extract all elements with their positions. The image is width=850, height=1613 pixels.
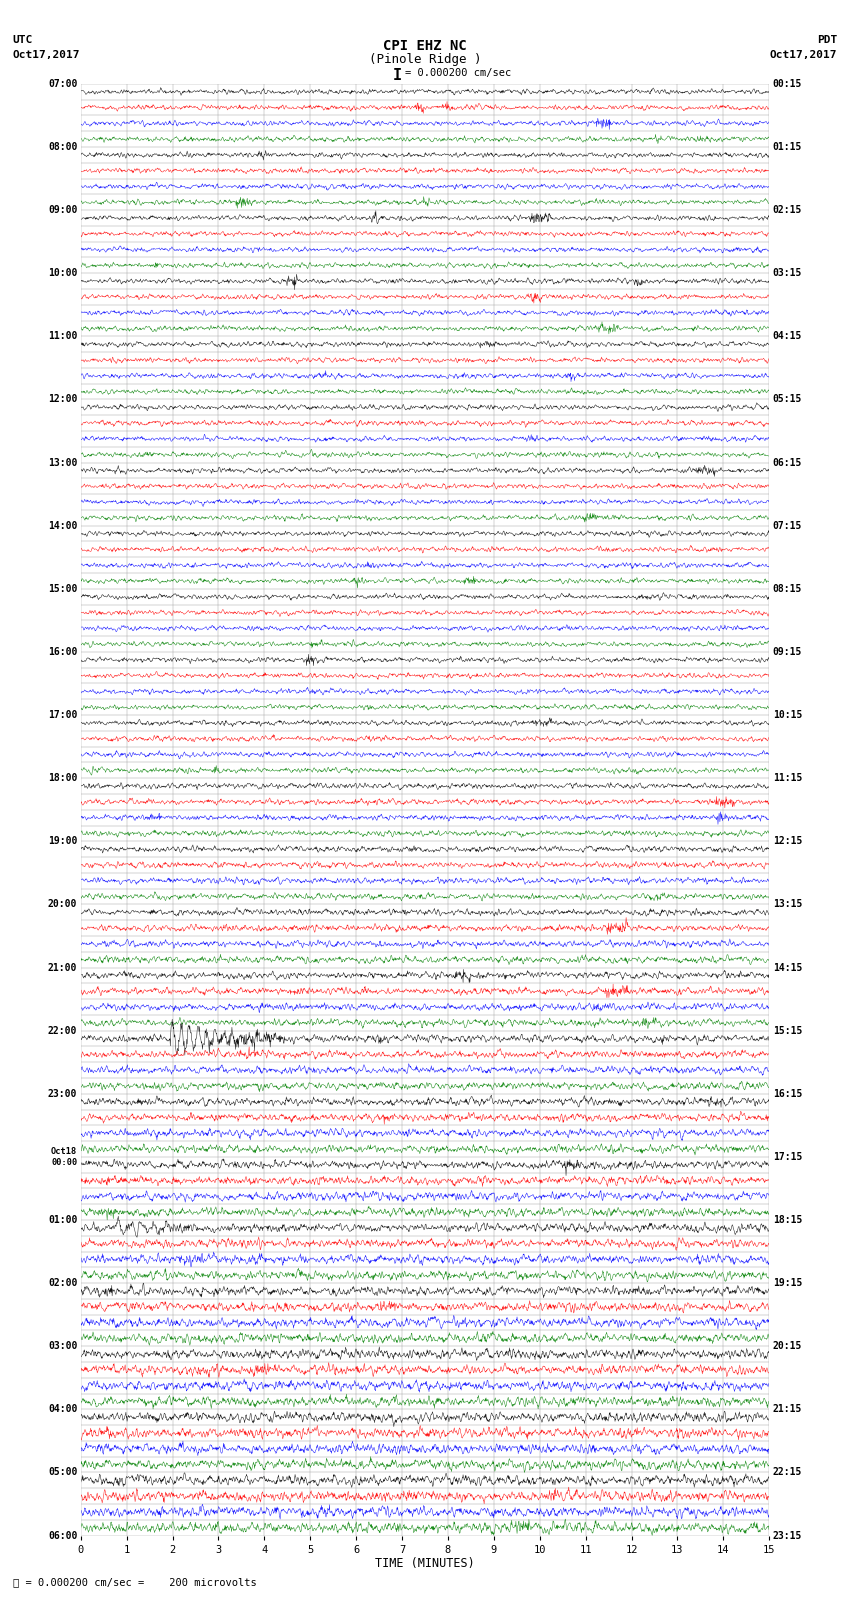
Text: 01:15: 01:15 [773, 142, 802, 152]
Text: 03:15: 03:15 [773, 268, 802, 277]
Text: 22:00: 22:00 [48, 1026, 77, 1036]
Text: I: I [394, 68, 402, 82]
Text: 04:00: 04:00 [48, 1405, 77, 1415]
Text: 11:15: 11:15 [773, 773, 802, 784]
Text: 12:15: 12:15 [773, 836, 802, 847]
Text: PDT: PDT [817, 35, 837, 45]
Text: 13:00: 13:00 [48, 458, 77, 468]
Text: 21:00: 21:00 [48, 963, 77, 973]
Text: Oct18
00:00: Oct18 00:00 [51, 1147, 77, 1166]
Text: ∤ = 0.000200 cm/sec =    200 microvolts: ∤ = 0.000200 cm/sec = 200 microvolts [13, 1578, 257, 1587]
Text: 03:00: 03:00 [48, 1342, 77, 1352]
Text: 06:00: 06:00 [48, 1531, 77, 1540]
Text: 22:15: 22:15 [773, 1468, 802, 1478]
Text: = 0.000200 cm/sec: = 0.000200 cm/sec [405, 68, 511, 77]
Text: 17:15: 17:15 [773, 1152, 802, 1161]
Text: 07:15: 07:15 [773, 521, 802, 531]
Text: 06:15: 06:15 [773, 458, 802, 468]
Text: 08:15: 08:15 [773, 584, 802, 594]
Text: 01:00: 01:00 [48, 1215, 77, 1224]
Text: UTC: UTC [13, 35, 33, 45]
Text: 12:00: 12:00 [48, 395, 77, 405]
Text: (Pinole Ridge ): (Pinole Ridge ) [369, 53, 481, 66]
Text: 02:00: 02:00 [48, 1277, 77, 1289]
Text: 16:15: 16:15 [773, 1089, 802, 1098]
Text: 07:00: 07:00 [48, 79, 77, 89]
Text: CPI EHZ NC: CPI EHZ NC [383, 39, 467, 53]
Text: 02:15: 02:15 [773, 205, 802, 215]
X-axis label: TIME (MINUTES): TIME (MINUTES) [375, 1558, 475, 1571]
Text: 08:00: 08:00 [48, 142, 77, 152]
Text: 14:00: 14:00 [48, 521, 77, 531]
Text: 05:15: 05:15 [773, 395, 802, 405]
Text: Oct17,2017: Oct17,2017 [13, 50, 80, 60]
Text: 17:00: 17:00 [48, 710, 77, 719]
Text: 23:15: 23:15 [773, 1531, 802, 1540]
Text: 05:00: 05:00 [48, 1468, 77, 1478]
Text: 14:15: 14:15 [773, 963, 802, 973]
Text: 20:00: 20:00 [48, 900, 77, 910]
Text: 18:00: 18:00 [48, 773, 77, 784]
Text: 15:00: 15:00 [48, 584, 77, 594]
Text: 16:00: 16:00 [48, 647, 77, 656]
Text: 15:15: 15:15 [773, 1026, 802, 1036]
Text: 04:15: 04:15 [773, 331, 802, 342]
Text: 21:15: 21:15 [773, 1405, 802, 1415]
Text: 10:15: 10:15 [773, 710, 802, 719]
Text: 19:00: 19:00 [48, 836, 77, 847]
Text: 23:00: 23:00 [48, 1089, 77, 1098]
Text: 09:15: 09:15 [773, 647, 802, 656]
Text: 09:00: 09:00 [48, 205, 77, 215]
Text: 00:15: 00:15 [773, 79, 802, 89]
Text: 19:15: 19:15 [773, 1277, 802, 1289]
Text: 20:15: 20:15 [773, 1342, 802, 1352]
Text: Oct17,2017: Oct17,2017 [770, 50, 837, 60]
Text: 13:15: 13:15 [773, 900, 802, 910]
Text: 10:00: 10:00 [48, 268, 77, 277]
Text: 11:00: 11:00 [48, 331, 77, 342]
Text: 18:15: 18:15 [773, 1215, 802, 1224]
